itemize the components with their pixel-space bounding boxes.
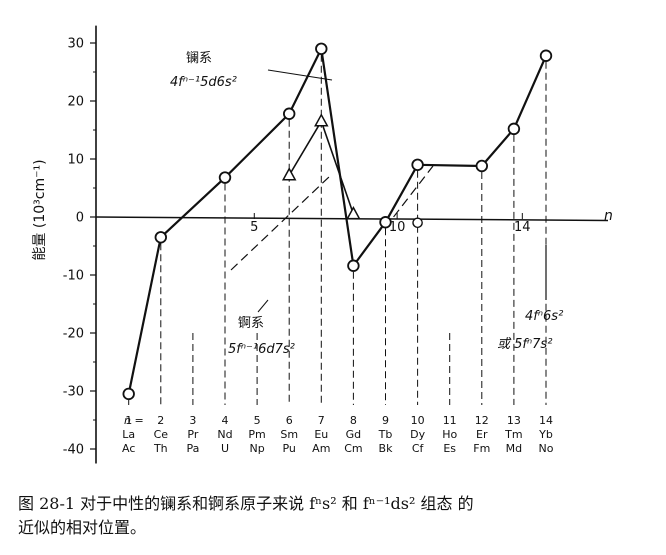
y-tick-label: 0 <box>76 211 84 226</box>
lanthanide-element-13: Tm <box>504 428 522 441</box>
lanthanide-element-2: Ce <box>154 428 169 441</box>
n-axis-label: n <box>604 208 613 224</box>
caption-line-2: 近似的相对位置。 <box>18 518 147 537</box>
open-point <box>412 217 423 229</box>
n-value-1: 1 <box>125 414 132 427</box>
lanthanide-element-6: Sm <box>280 428 298 441</box>
n-value-13: 13 <box>507 414 521 427</box>
y-tick-label: 30 <box>67 37 84 52</box>
actinide-element-7: Am <box>312 442 330 455</box>
actinide-element-4: U <box>221 442 229 455</box>
drop-lines <box>128 54 547 405</box>
lanthanide-point-4 <box>283 107 296 120</box>
actinide-point-2 <box>314 113 329 127</box>
ground-formula-2: 或 5fⁿ7s² <box>497 337 552 352</box>
series-markers <box>122 42 553 401</box>
lanthanide-point-9 <box>475 159 489 173</box>
lanthanide-point-2 <box>154 231 168 244</box>
lanthanide-element-7: Eu <box>314 428 328 441</box>
actinide-point-3 <box>346 206 361 220</box>
n-value-8: 8 <box>350 414 357 427</box>
actinide-element-3: Pa <box>186 442 199 455</box>
ground-formula-1: 4fⁿ6s² <box>525 309 563 324</box>
actinide-element-2: Th <box>153 442 168 455</box>
actinide-element-8: Cm <box>344 442 362 455</box>
y-tick-label: 10 <box>67 153 84 168</box>
lanthanide-element-10: Dy <box>410 428 425 441</box>
actinide-annotation-formula: 5fⁿ⁻¹6d7s² <box>228 342 295 357</box>
lanthanide-element-4: Nd <box>217 428 232 441</box>
actinide-element-1: Ac <box>122 442 135 455</box>
lanthanide-element-9: Tb <box>378 428 393 441</box>
actinide-element-11: Es <box>443 442 456 455</box>
lanthanide-point-5 <box>315 42 328 56</box>
n-value-12: 12 <box>475 414 489 427</box>
series-lines <box>127 45 548 395</box>
lanthanide-element-12: Er <box>476 428 488 441</box>
actinide-annotation-title: 锕系 <box>238 316 264 331</box>
n-value-3: 3 <box>189 414 196 427</box>
y-tick-label: -30 <box>63 385 84 400</box>
dashed-guide-lines <box>230 165 434 271</box>
lanthanide-pointer <box>267 69 333 81</box>
n-value-11: 11 <box>443 414 457 427</box>
lanthanide-element-3: Pr <box>187 428 198 441</box>
lanthanide-element-14: Yb <box>538 428 553 441</box>
n-value-10: 10 <box>411 414 425 427</box>
lanthanide-point-3 <box>218 171 232 184</box>
n-value-2: 2 <box>157 414 164 427</box>
lanthanide-series-line <box>127 45 548 395</box>
caption-line-1: 图 28-1 对于中性的镧系和锕系原子来说 fⁿs² 和 fⁿ⁻¹ds² 组态 … <box>18 494 474 513</box>
lanthanide-element-11: Ho <box>442 428 457 441</box>
n-axis-tick-label: 14 <box>514 220 531 235</box>
lanthanide-point-8 <box>411 158 424 172</box>
n-value-5: 5 <box>254 414 261 427</box>
n-axis-tick-label: 5 <box>250 220 258 235</box>
lanthanide-point-10 <box>507 122 521 136</box>
n-value-4: 4 <box>222 414 229 427</box>
figure-caption: 图 28-1 对于中性的镧系和锕系原子来说 fⁿs² 和 fⁿ⁻¹ds² 组态 … <box>18 492 658 540</box>
actinide-element-5: Np <box>249 442 264 455</box>
lanthanide-element-1: La <box>122 428 135 441</box>
actinide-element-12: Fm <box>473 442 490 455</box>
actinide-element-14: No <box>539 442 554 455</box>
lanthanide-annotation-title: 镧系 <box>186 51 212 66</box>
lanthanide-point-7 <box>379 216 392 229</box>
y-axis-label: 能量 (10³cm⁻¹) <box>32 159 48 260</box>
y-tick-label: 20 <box>67 95 84 110</box>
n-axis-tick-label: 10 <box>389 220 406 235</box>
actinide-element-9: Bk <box>379 442 394 455</box>
actinide-element-10: Cf <box>412 442 425 455</box>
n-value-6: 6 <box>286 414 293 427</box>
n-value-14: 14 <box>539 414 553 427</box>
lanthanide-element-8: Gd <box>346 428 362 441</box>
n-row-prefix: n = <box>124 414 144 427</box>
n-value-7: 7 <box>318 414 325 427</box>
y-tick-label: -20 <box>63 327 84 342</box>
actinide-pointer <box>257 299 269 313</box>
lanthanide-point-1 <box>122 387 135 401</box>
actinide-point-1 <box>281 167 297 181</box>
actinide-element-13: Md <box>506 442 522 455</box>
y-tick-label: -10 <box>63 269 84 284</box>
lanthanide-annotation-formula: 4fⁿ⁻¹5d6s² <box>170 75 237 90</box>
actinide-element-6: Pu <box>282 442 295 455</box>
lanthanide-point-11 <box>539 49 553 62</box>
lanthanide-element-5: Pm <box>248 428 265 441</box>
lanthanide-point-6 <box>347 259 360 272</box>
n-value-9: 9 <box>382 414 389 427</box>
guide-line-left <box>230 175 331 271</box>
y-tick-label: -40 <box>63 443 84 458</box>
